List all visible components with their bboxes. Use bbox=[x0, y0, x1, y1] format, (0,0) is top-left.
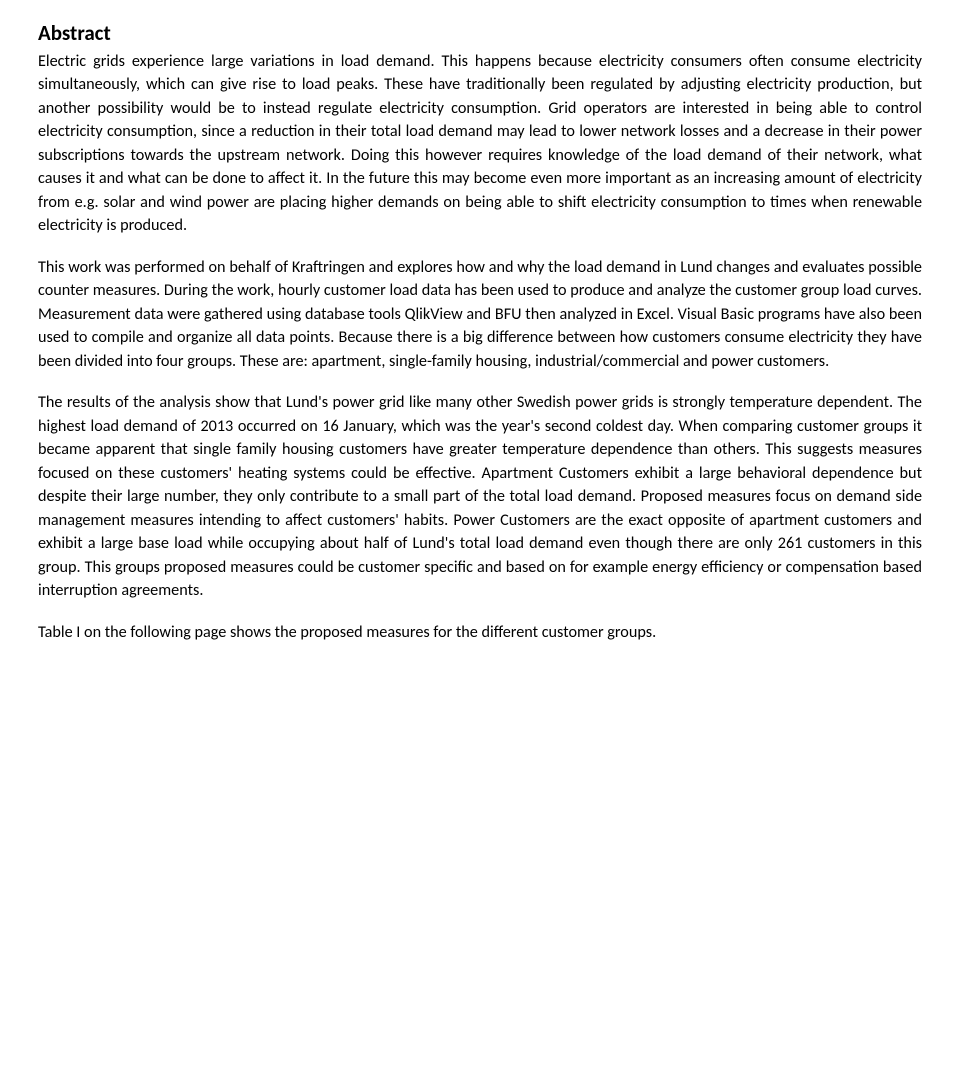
abstract-paragraph: Table I on the following page shows the … bbox=[38, 621, 922, 644]
abstract-paragraph: Electric grids experience large variatio… bbox=[38, 50, 922, 238]
abstract-paragraph: This work was performed on behalf of Kra… bbox=[38, 256, 922, 373]
abstract-heading: Abstract bbox=[38, 20, 922, 46]
abstract-paragraph: The results of the analysis show that Lu… bbox=[38, 391, 922, 602]
